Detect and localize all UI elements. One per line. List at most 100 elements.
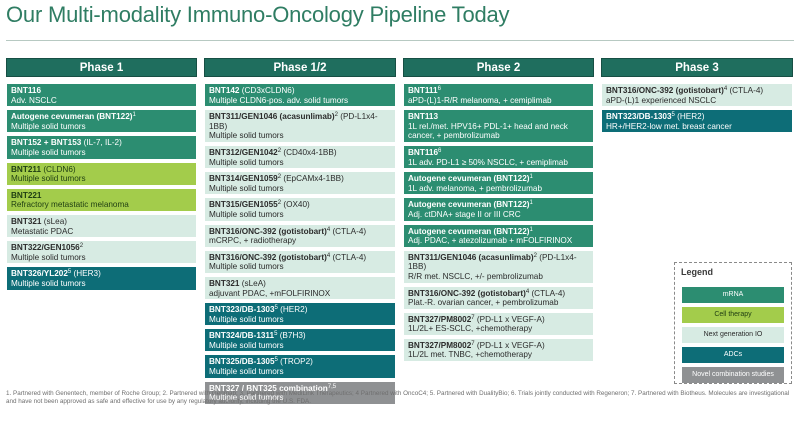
pipeline-card: BNT211 (CLDN6) Multiple solid tumors [6, 161, 197, 186]
candidate-name: BNT314/GEN1059 [209, 174, 278, 184]
indication-text: 1L/2L met. TNBC, +chemotherapy [408, 350, 533, 360]
card-heading: BNT321 (sLea) [11, 217, 192, 227]
footnote-marker: 4 [326, 252, 331, 259]
legend-item-mrna: mRNA [682, 287, 784, 303]
legend-title: Legend [681, 267, 714, 277]
indication-text: Multiple CLDN6-pos. adv. solid tumors [209, 95, 349, 105]
target-label: (HER3) [73, 269, 101, 279]
indication-text: aPD-(L)1 experienced NSCLC [606, 95, 717, 105]
footnote-marker: 4 [525, 288, 530, 295]
target-label: (CLDN6) [43, 164, 76, 174]
pipeline-card: Autogene cevumeran (BNT122)1 Adj. PDAC, +… [403, 223, 594, 248]
candidate-name: BNT323/DB-1303 [209, 305, 275, 315]
pipeline-card: BNT325/DB-13055 (TROP2) Multiple solid tu… [204, 354, 396, 379]
indication-text: Metastatic PDAC [11, 226, 74, 236]
phase-header: Phase 1/2 [204, 58, 396, 77]
card-heading: BNT327/PM80027 (PD-L1 x VEGF-A) [408, 315, 589, 325]
legend-item-ngio: Next generation IO [682, 327, 784, 343]
target-label: (PD-L1 x VEGF-A) [476, 340, 545, 350]
footnote-marker: 5 [274, 305, 278, 312]
pipeline-card: BNT312/GEN10422 (CD40x4-1BB) Multiple sol… [204, 144, 396, 170]
target-label: (EpCAMx4-1BB) [283, 174, 344, 184]
indication-text: Multiple solid tumors [209, 157, 284, 167]
indication-text: cancer, + pembrolizumab [408, 131, 500, 141]
candidate-name: BNT311/GEN1046 (acasunlimab) [209, 112, 335, 122]
pipeline-card: BNT311/GEN1046 (acasunlimab)2 (PD-L1x4-1… [204, 109, 396, 143]
indication-text: 1L/2L+ ES-SCLC, +chemotherapy [408, 324, 533, 334]
pipeline-card: BNT321 (sLea) Metastatic PDAC [6, 213, 197, 239]
phase-column-2: Phase 2 BNT1116 aPD-(L)1-R/R melanoma, + … [403, 58, 594, 364]
pipeline-card: BNT316/ONC-392 (gotistobart)4 (CTLA-4) aP… [601, 83, 793, 108]
target-label: (HER2) [677, 112, 705, 122]
candidate-name: BNT211 [11, 164, 42, 174]
indication-text: Multiple solid tumors [209, 367, 284, 377]
pipeline-card: BNT316/ONC-392 (gotistobart)4 (CTLA-4) Pl… [403, 285, 594, 310]
phase-header: Phase 3 [601, 58, 793, 77]
indication-text: Refractory metastatic melanoma [11, 200, 129, 210]
footnote-marker: 5 [67, 269, 72, 276]
phase-column-1-2: Phase 1/2 BNT142 (CD3xCLDN6) Multiple CLD… [204, 58, 396, 407]
target-label: (sLeA) [241, 278, 266, 288]
card-heading: BNT211 (CLDN6) [11, 165, 192, 175]
target-label: (B7H3) [279, 331, 306, 341]
card-heading: BNT316/ONC-392 (gotistobart)4 (CTLA-4) [606, 86, 788, 96]
footnote-marker: 1 [529, 200, 533, 207]
target-label: (CD3xCLDN6) [241, 86, 295, 95]
indication-text: aPD-(L)1-R/R melanoma, + cemiplimab [408, 95, 552, 105]
pipeline-card: BNT321 (sLeA) adjuvant PDAC, +mFOLFIRINOX [204, 275, 396, 301]
candidate-name: BNT116 [408, 147, 439, 157]
indication-text: Plat.-R. ovarian cancer, + pembrolizumab [408, 298, 559, 308]
card-heading: BNT314/GEN10592 (EpCAMx4-1BB) [209, 174, 391, 184]
page-title: Our Multi-modality Immuno-Oncology Pipel… [6, 2, 510, 27]
card-heading: Autogene cevumeran (BNT122)1 [11, 112, 192, 122]
pipeline-card: BNT221 Refractory metastatic melanoma [6, 187, 197, 212]
indication-text: Multiple solid tumors [209, 393, 284, 403]
footnote-marker: 1 [529, 174, 533, 181]
pipeline-card: BNT152 + BNT153 (IL-7, IL-2) Multiple sol… [6, 135, 197, 160]
card-heading: BNT311/GEN1046 (acasunlimab)2 (PD-L1x4-1… [209, 112, 391, 131]
footnote-marker: 7 [471, 314, 475, 321]
footnote-marker: 2 [79, 243, 84, 250]
footnote-marker: 6 [438, 147, 442, 154]
pipeline-card: BNT116 Adv. NSCLC [6, 83, 197, 108]
card-heading: BNT324/DB-13115 (B7H3) [209, 331, 391, 341]
candidate-name: Autogene cevumeran (BNT122) [11, 112, 133, 122]
card-heading: BNT321 (sLeA) [209, 279, 391, 289]
card-heading: BNT1166 [408, 148, 589, 158]
pipeline-card: BNT1166 1L adv. PD-L1 ≥ 50% NSCLC, + cemi… [403, 144, 594, 170]
card-heading: Autogene cevumeran (BNT122)1 [408, 174, 589, 184]
candidate-name: BNT327/PM8002 [408, 340, 472, 350]
footnote-marker: 4 [326, 226, 331, 233]
candidate-name: BNT221 [11, 190, 42, 200]
indication-text: Adv. NSCLC [11, 95, 57, 105]
indication-text: Multiple solid tumors [209, 131, 284, 141]
indication-text: Multiple solid tumors [11, 252, 86, 262]
candidate-name: BNT327 / BNT325 combination [209, 383, 328, 393]
pipeline-card: BNT142 (CD3xCLDN6) Multiple CLDN6-pos. ad… [204, 83, 396, 108]
indication-text: Adj. ctDNA+ stage II or III CRC [408, 209, 521, 219]
pipeline-card: BNT316/ONC-392 (gotistobart)4 (CTLA-4) mC… [204, 223, 396, 248]
card-heading: BNT311/GEN1046 (acasunlimab)2 (PD-L1x4-1… [408, 253, 589, 272]
indication-text: R/R met. NSCLC, +/- pembrolizumab [408, 271, 543, 281]
card-heading: BNT116 [11, 86, 192, 96]
target-label: (sLea) [43, 216, 67, 226]
indication-text: Multiple solid tumors [209, 183, 284, 193]
phase-column-3: Phase 3 BNT316/ONC-392 (gotistobart)4 (C… [601, 58, 793, 135]
footnote-marker: 4 [723, 86, 728, 92]
indication-text: HR+/HER2-low met. breast cancer [606, 121, 732, 131]
candidate-name: BNT312/GEN1042 [209, 147, 278, 157]
target-label: (PD-L1 x VEGF-A) [476, 314, 545, 324]
candidate-name: BNT321 [209, 278, 240, 288]
candidate-name: BNT113 [408, 112, 439, 122]
indication-text: Multiple solid tumors [11, 147, 86, 157]
footnote-marker: 2 [277, 147, 282, 154]
indication-text: Multiple solid tumors [209, 340, 284, 350]
pipeline-card: BNT323/DB-13035 (HER2) HR+/HER2-low met. … [601, 109, 793, 134]
footnote-marker: 2 [533, 252, 537, 259]
card-heading: BNT221 [11, 191, 192, 201]
footnote: 1. Partnered with Genentech, member of R… [6, 390, 790, 406]
candidate-name: BNT324/DB-1311 [209, 331, 275, 341]
pipeline-card: BNT311/GEN1046 (acasunlimab)2 (PD-L1x4-1… [403, 249, 594, 284]
legend-box: Legend mRNA Cell therapy Next generation I… [674, 262, 792, 384]
indication-text: Adj. PDAC, + atezolizumab + mFOLFIRINOX [408, 236, 573, 246]
